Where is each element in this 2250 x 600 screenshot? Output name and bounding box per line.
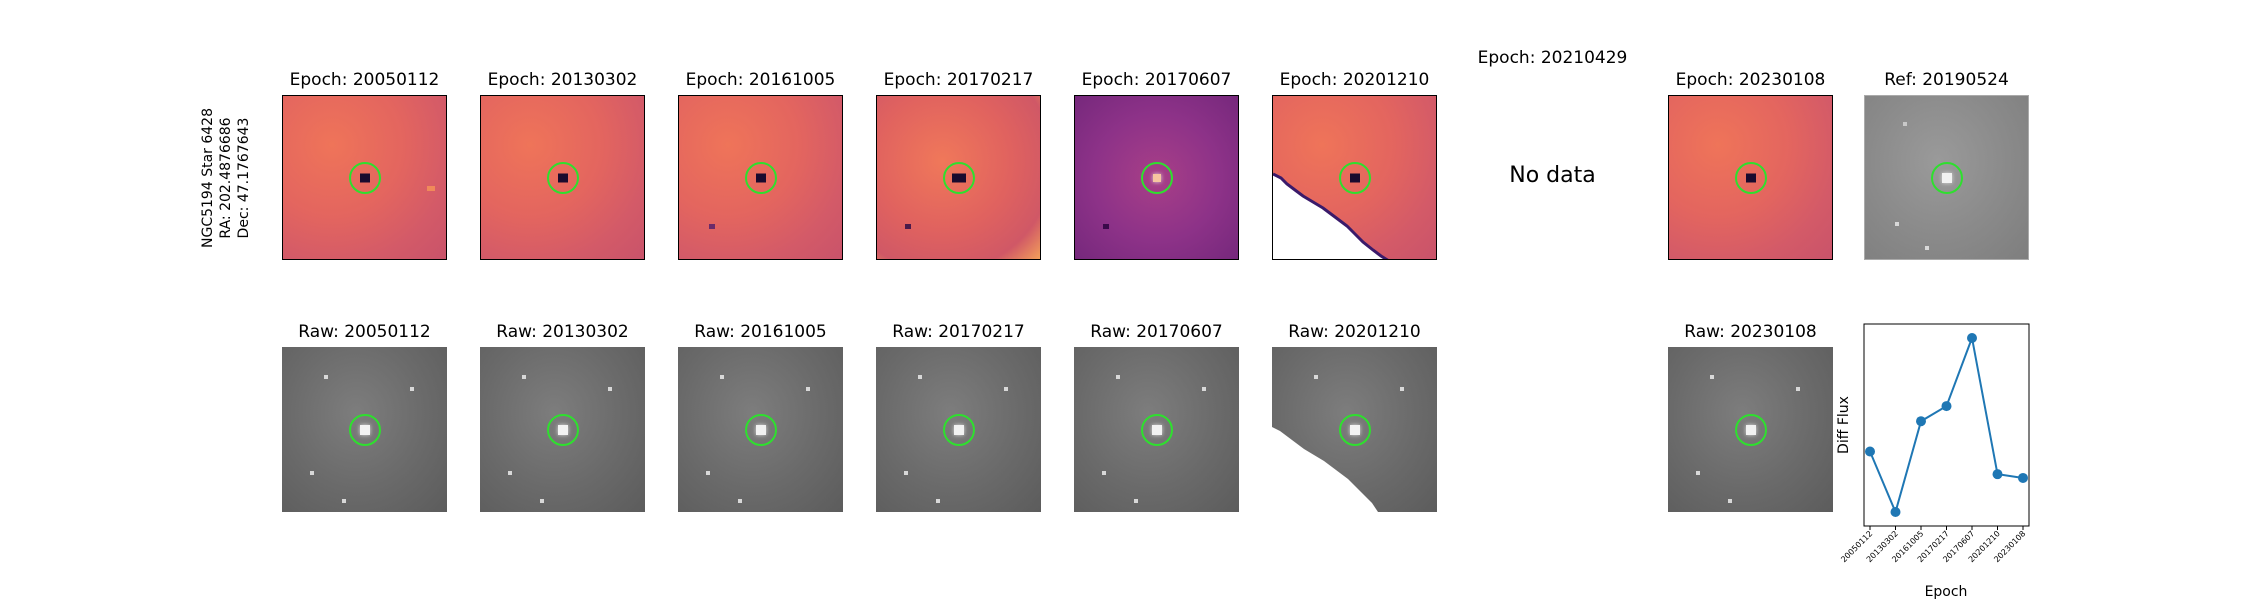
- data-point: [2018, 472, 2028, 483]
- data-point: [1865, 446, 1875, 457]
- aperture-ring: [942, 413, 975, 446]
- aperture-ring: [1734, 161, 1767, 194]
- panel-title: Raw: 20170607: [1090, 322, 1223, 342]
- raw-image-panel: [876, 347, 1041, 512]
- raw-image-panel: [678, 347, 843, 512]
- aperture-ring: [942, 161, 975, 194]
- reference-image-panel: [1864, 95, 2029, 260]
- diff-image-panel: [282, 95, 447, 260]
- panel-title: Ref: 20190524: [1884, 70, 2009, 90]
- raw-image-panel: [1272, 347, 1437, 512]
- diff-image-panel: [678, 95, 843, 260]
- panel-title: Epoch: 20050112: [289, 70, 440, 90]
- diff-image-panel: [1074, 95, 1239, 260]
- panel-title: Raw: 20170217: [892, 322, 1025, 342]
- panel-title: Epoch: 20210429: [1477, 48, 1628, 68]
- star-dec: Dec: 47.1767643: [236, 117, 252, 239]
- light-curve-chart: 2005011220130302201610052017021720170607…: [1836, 323, 2030, 600]
- panel-title: Epoch: 20230108: [1675, 70, 1826, 90]
- no-coverage-mask: [1273, 172, 1389, 259]
- diff-image-panel: [1272, 95, 1437, 260]
- panel-title: Raw: 20230108: [1684, 322, 1817, 342]
- panel-title: Epoch: 20170607: [1081, 70, 1232, 90]
- data-point: [1941, 401, 1952, 412]
- aperture-ring: [1338, 161, 1371, 194]
- panel-title: Raw: 20050112: [298, 322, 431, 342]
- data-point: [1890, 507, 1901, 517]
- panel-title: Raw: 20201210: [1288, 322, 1421, 342]
- x-axis-label: Epoch: [1925, 584, 1968, 600]
- raw-image-panel: [1074, 347, 1239, 512]
- panel-title: Epoch: 20201210: [1279, 70, 1430, 90]
- aperture-ring: [1734, 413, 1767, 446]
- no-coverage-mask: [1272, 427, 1378, 512]
- aperture-ring: [1338, 413, 1371, 446]
- aperture-ring: [744, 413, 777, 446]
- data-point: [1967, 333, 1977, 343]
- panel-title: Epoch: 20130302: [487, 70, 638, 90]
- panel-title: Raw: 20130302: [496, 322, 629, 342]
- raw-image-panel: [1668, 347, 1833, 512]
- star-ra: RA: 202.4876686: [218, 117, 234, 239]
- diff-image-panel: [480, 95, 645, 260]
- y-axis-label: Diff Flux: [1836, 396, 1852, 454]
- data-point: [1916, 416, 1926, 427]
- aperture-ring: [546, 413, 579, 446]
- aperture-ring: [744, 161, 777, 194]
- panel-title: Epoch: 20161005: [685, 70, 836, 90]
- diff-image-panel: [1668, 95, 1833, 260]
- aperture-ring: [1930, 161, 1963, 194]
- x-tick-labels: 2005011220130302201610052017021720170607…: [1839, 529, 2027, 564]
- raw-image-panel: [480, 347, 645, 512]
- panel-title: Epoch: 20170217: [883, 70, 1034, 90]
- series-points: [1865, 333, 2028, 517]
- x-ticks: [1869, 526, 2024, 530]
- no-data-message: No data: [1509, 163, 1596, 188]
- series-line: [1869, 334, 2024, 516]
- aperture-ring: [348, 413, 381, 446]
- star-name: NGC5194 Star 6428: [200, 108, 216, 248]
- aperture-ring: [1140, 413, 1173, 446]
- aperture-ring: [348, 161, 381, 194]
- panel-title: Raw: 20161005: [694, 322, 827, 342]
- diff-image-panel: [876, 95, 1041, 260]
- aperture-ring: [546, 161, 579, 194]
- raw-image-panel: [282, 347, 447, 512]
- aperture-ring: [1140, 161, 1173, 194]
- data-point: [1992, 469, 2003, 480]
